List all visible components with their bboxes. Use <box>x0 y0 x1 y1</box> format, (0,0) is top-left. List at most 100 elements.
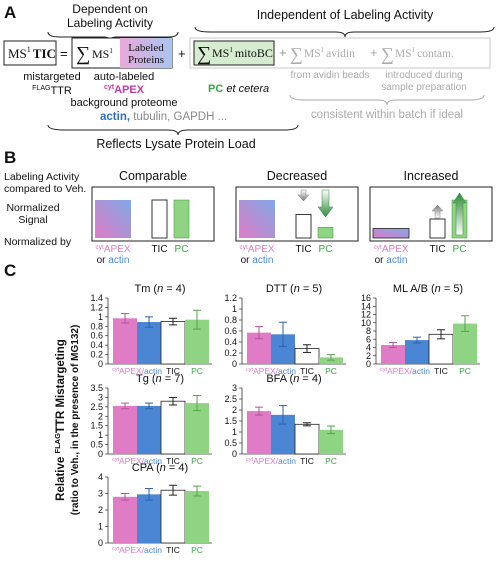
y-tick-label: 4 <box>98 472 103 482</box>
panel-b-cat-tic-2: TIC <box>295 244 311 255</box>
independent-brace <box>194 26 495 38</box>
x-label-tic: TIC <box>300 456 314 466</box>
x-label-tic: TIC <box>434 366 448 376</box>
y-tick-label: 1 <box>98 522 103 532</box>
panel-b-cat-tic-3: TIC <box>429 244 445 255</box>
ms1-contam: MS1 contam. <box>395 46 454 60</box>
panel-b-bar-apex-2 <box>239 200 275 238</box>
y-tick-label: 0.4 <box>224 337 237 347</box>
bar-pc <box>185 491 209 543</box>
chart-6: CPA (n = 4) 0 1 2 3 4 cytAPEX/actin TIC PC <box>98 462 212 555</box>
x-label-pc: PC <box>325 366 337 376</box>
bar-cytapex <box>247 411 271 454</box>
y-tick-label: 2.5 <box>224 394 237 404</box>
bar-tic <box>160 400 186 455</box>
consistent-brace <box>289 94 485 106</box>
labeled-proteins-line2: Proteins <box>128 54 164 66</box>
bar-actin <box>137 322 161 364</box>
bar-cytapex <box>113 405 137 454</box>
chart-title: ML A/B (n = 5) <box>393 283 463 295</box>
panel-letter-c: C <box>4 261 16 280</box>
row-label-activity-1: Labeling Activity <box>4 171 80 183</box>
plus-2: + <box>279 45 287 60</box>
chart-title: Tg (n = 7) <box>136 373 184 385</box>
x-label-pc: PC <box>191 545 203 555</box>
y-tick-label: 1 <box>98 312 103 322</box>
panel-b-cat-apex-1: cytAPEX <box>96 244 131 255</box>
y-tick-label: 3.5 <box>90 383 103 393</box>
mistargeted-line2: FLAGTTR <box>32 85 72 97</box>
sum-symbol-4: ∑ <box>381 44 394 64</box>
panel-c-ylabel-1: Relative FLAGTTR Mistargeting <box>53 339 67 501</box>
panel-b-cat-actin-3: or actin <box>375 255 408 266</box>
x-label-pc: PC <box>325 456 337 466</box>
y-tick-label: 0 <box>98 538 103 548</box>
y-tick-label: 0.6 <box>90 331 103 341</box>
background-proteome: background proteome <box>70 97 177 109</box>
panel-b-arrow-pc-up <box>452 192 467 236</box>
y-tick-label: 0.8 <box>90 321 103 331</box>
panel-c-charts: Tm (n = 4)00.20.40.60.811.21.4cytAPEX/ac… <box>90 283 480 555</box>
bar-actin <box>137 405 161 454</box>
plus-1: + <box>178 46 186 61</box>
x-label-pc: PC <box>191 456 203 466</box>
tic-lhs: MS1 TIC <box>8 45 56 61</box>
x-label-tic: TIC <box>166 366 180 376</box>
y-tick-label: 1.2 <box>224 293 237 303</box>
row-label-normalized-by: Normalized by <box>4 236 72 248</box>
panel-b-bar-pc-1 <box>173 199 190 239</box>
y-tick-label: 1.5 <box>224 416 237 426</box>
chart-title: BFA (n = 4) <box>266 373 321 385</box>
bar-tic <box>294 423 320 455</box>
y-tick-label: 2 <box>98 411 103 421</box>
bar-actin <box>137 494 161 543</box>
bar-cytapex <box>113 318 137 364</box>
y-tick-label: 6 <box>366 334 371 344</box>
row-label-activity-2: compared to Veh. <box>4 183 86 195</box>
bar-pc <box>319 357 343 364</box>
y-tick-label: 12 <box>361 310 371 320</box>
y-tick-label: 2 <box>232 405 237 415</box>
independent-frame <box>189 37 491 69</box>
x-label-apex-actin: cytAPEX/actin <box>112 545 162 555</box>
pc-et-cetera: PC et cetera <box>208 83 269 95</box>
y-tick-label: 2 <box>366 351 371 361</box>
panel-b-cat-apex-2: cytAPEX <box>240 244 275 255</box>
chart-title: DTT (n = 5) <box>266 283 322 295</box>
panel-b-cat-apex-3: cytAPEX <box>374 244 409 255</box>
y-tick-label: 1.4 <box>90 293 103 303</box>
from-avidin-beads: from avidin beads <box>291 70 370 81</box>
panel-b-col-title-3: Increased <box>404 169 459 183</box>
bar-actin <box>405 340 429 364</box>
bar-tic <box>160 321 186 365</box>
x-label-apex-actin: cytAPEX/actin <box>246 366 296 376</box>
sum-symbol-3: ∑ <box>290 44 303 64</box>
y-tick-label: 0.6 <box>224 326 237 336</box>
plus-3: + <box>370 45 378 60</box>
reflects-brace <box>47 124 299 136</box>
x-label-tic: TIC <box>166 545 180 555</box>
labeled-proteins-line1: Labeled <box>128 42 164 54</box>
x-label-tic: TIC <box>300 366 314 376</box>
introduced-line1: introduced during <box>385 70 462 81</box>
y-tick-label: 0.2 <box>90 350 103 360</box>
panel-b-cat-actin-1: or actin <box>97 255 130 266</box>
y-tick-label: 0 <box>232 449 237 459</box>
panel-c: C Relative FLAGTTR Mistargeting (ratio t… <box>4 261 480 555</box>
tic-lhs-box <box>3 40 57 66</box>
panel-b-arrow-tic-up <box>431 204 444 219</box>
panel-b-cat-tic-1: TIC <box>151 244 167 255</box>
ms1-term-1: MS1 <box>92 47 113 61</box>
y-tick-label: 3 <box>232 383 237 393</box>
y-tick-label: 10 <box>361 318 371 328</box>
labeled-proteins-fill <box>120 38 172 68</box>
y-tick-label: 2.5 <box>90 402 103 412</box>
chart-title: CPA (n = 4) <box>132 462 188 474</box>
chart-1: Tm (n = 4) 00.20.40.60.811.21.4 cytAPEX/ac… <box>90 283 212 376</box>
y-tick-label: 0.5 <box>224 438 237 448</box>
panel-b-col-title-2: Decreased <box>267 169 327 183</box>
panel-b-cat-pc-3: PC <box>453 244 467 255</box>
y-tick-label: 0.5 <box>90 440 103 450</box>
y-tick-label: 0.4 <box>90 340 103 350</box>
y-tick-label: 0 <box>366 359 371 369</box>
